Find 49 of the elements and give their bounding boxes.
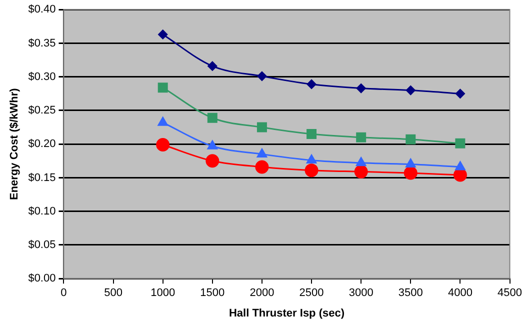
y-tick-label: $0.00 bbox=[28, 272, 56, 285]
point bbox=[455, 88, 465, 98]
y-tick-label: $0.05 bbox=[28, 239, 56, 252]
point bbox=[455, 138, 466, 148]
y-tick-label: $0.25 bbox=[28, 104, 56, 117]
y-tick-label: $0.15 bbox=[28, 172, 56, 184]
point bbox=[354, 164, 368, 178]
point bbox=[158, 82, 168, 93]
point bbox=[206, 154, 220, 168]
point bbox=[356, 132, 366, 142]
point bbox=[207, 112, 218, 123]
x-axis-title: Hall Thruster Isp (sec) bbox=[228, 307, 345, 320]
point bbox=[306, 129, 317, 140]
y-tick-label: $0.40 bbox=[28, 4, 56, 16]
point bbox=[158, 116, 168, 126]
point bbox=[404, 166, 418, 180]
point bbox=[255, 160, 269, 174]
point bbox=[455, 161, 466, 170]
x-tick-label: 2500 bbox=[299, 287, 324, 300]
x-tick-label: 1500 bbox=[200, 287, 225, 300]
point bbox=[406, 134, 416, 144]
y-tick-label: $0.30 bbox=[28, 70, 56, 83]
point bbox=[306, 154, 317, 164]
x-tick-label: 500 bbox=[104, 287, 122, 300]
x-tick-label: 0 bbox=[60, 287, 67, 300]
point bbox=[256, 148, 268, 158]
y-tick-label: $0.20 bbox=[28, 138, 56, 150]
point bbox=[453, 168, 467, 182]
point bbox=[207, 140, 218, 150]
x-tick-label: 2000 bbox=[250, 287, 274, 300]
point bbox=[156, 138, 170, 152]
y-axis-title: Energy Cost ($/kWhr) bbox=[8, 88, 21, 200]
y-tick-label: $0.35 bbox=[28, 37, 56, 50]
point bbox=[406, 86, 416, 96]
point bbox=[356, 157, 366, 166]
point bbox=[306, 80, 316, 89]
x-tick-label: 1000 bbox=[150, 287, 176, 300]
x-tick-label: 3000 bbox=[348, 287, 374, 300]
point bbox=[257, 71, 267, 81]
point bbox=[256, 122, 267, 132]
x-tick-label: 4500 bbox=[498, 287, 522, 300]
x-tick-label: 4000 bbox=[448, 287, 472, 300]
point bbox=[406, 158, 416, 168]
y-tick-label: $0.10 bbox=[28, 205, 56, 218]
point bbox=[158, 30, 168, 40]
point bbox=[208, 61, 218, 71]
point bbox=[356, 84, 366, 94]
x-tick-label: 3500 bbox=[398, 287, 423, 300]
point bbox=[304, 164, 318, 178]
